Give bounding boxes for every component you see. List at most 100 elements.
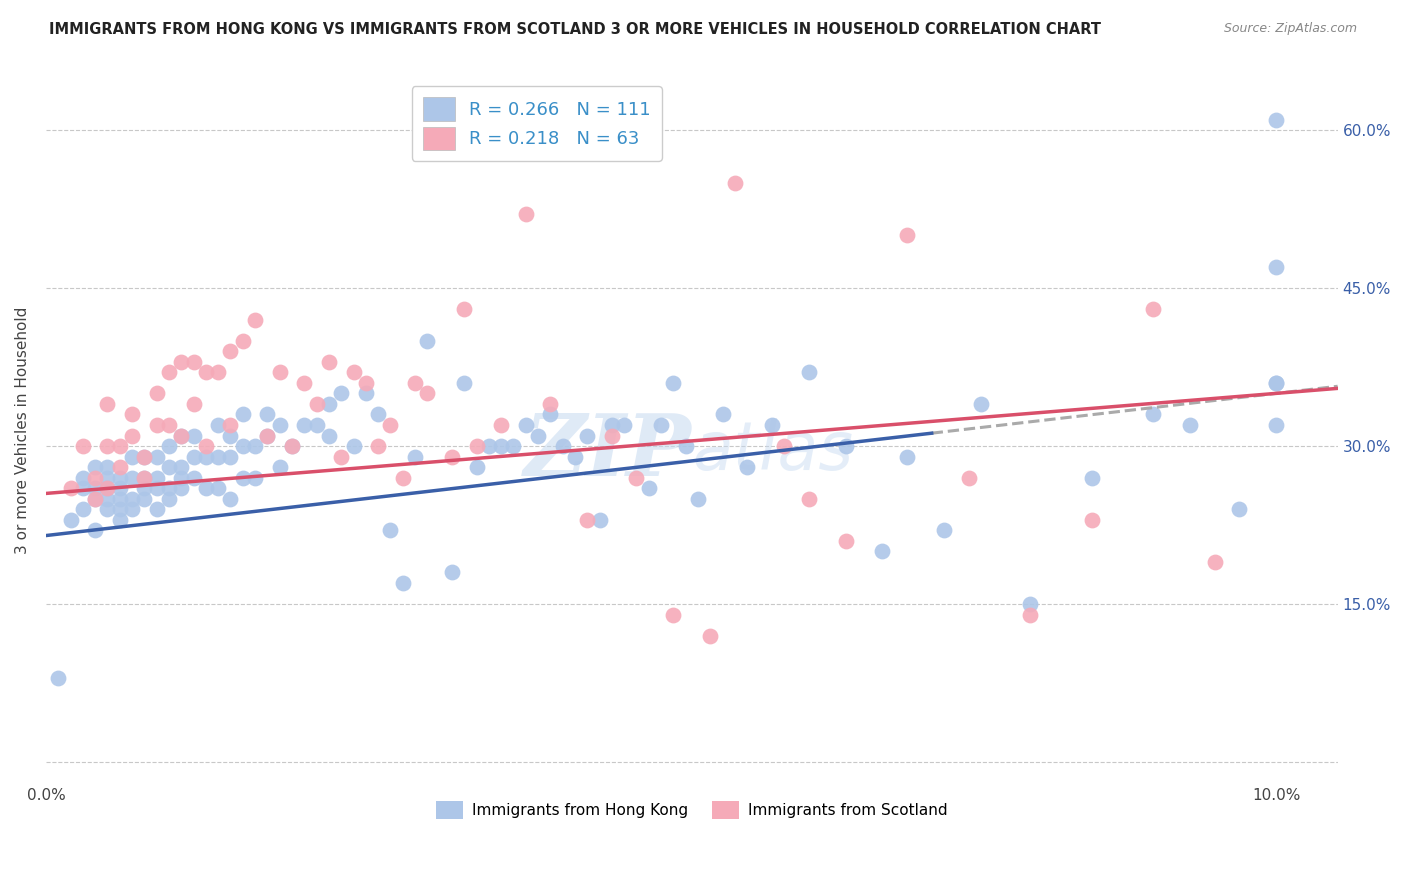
Point xyxy=(96,439,118,453)
Point xyxy=(896,228,918,243)
Point xyxy=(391,576,413,591)
Point xyxy=(108,491,131,506)
Point xyxy=(269,365,291,379)
Point xyxy=(207,450,229,464)
Point xyxy=(305,397,328,411)
Point xyxy=(145,450,167,464)
Point xyxy=(170,428,193,442)
Point xyxy=(108,470,131,484)
Point xyxy=(515,417,537,432)
Point xyxy=(219,491,242,506)
Point xyxy=(170,355,193,369)
Point xyxy=(478,439,501,453)
Point xyxy=(761,417,783,432)
Y-axis label: 3 or more Vehicles in Household: 3 or more Vehicles in Household xyxy=(15,307,30,554)
Point xyxy=(134,470,156,484)
Point xyxy=(72,502,94,516)
Point xyxy=(194,450,217,464)
Point xyxy=(269,417,291,432)
Point xyxy=(232,439,254,453)
Point xyxy=(183,450,205,464)
Point xyxy=(292,376,315,390)
Point xyxy=(281,439,304,453)
Point xyxy=(121,408,143,422)
Point xyxy=(797,365,820,379)
Point xyxy=(134,491,156,506)
Point xyxy=(637,481,659,495)
Point xyxy=(134,470,156,484)
Point xyxy=(797,491,820,506)
Point xyxy=(96,502,118,516)
Point xyxy=(232,470,254,484)
Point xyxy=(219,417,242,432)
Point xyxy=(84,491,107,506)
Point xyxy=(1204,555,1226,569)
Point xyxy=(342,439,364,453)
Point xyxy=(84,460,107,475)
Point xyxy=(834,439,856,453)
Point xyxy=(380,523,402,537)
Point xyxy=(183,470,205,484)
Point xyxy=(515,207,537,221)
Point xyxy=(354,376,377,390)
Point xyxy=(318,397,340,411)
Point xyxy=(453,376,475,390)
Point xyxy=(256,428,278,442)
Point xyxy=(145,470,167,484)
Point xyxy=(108,481,131,495)
Point xyxy=(59,481,82,495)
Point xyxy=(440,450,463,464)
Point xyxy=(600,428,623,442)
Point xyxy=(318,428,340,442)
Text: IMMIGRANTS FROM HONG KONG VS IMMIGRANTS FROM SCOTLAND 3 OR MORE VEHICLES IN HOUS: IMMIGRANTS FROM HONG KONG VS IMMIGRANTS … xyxy=(49,22,1101,37)
Point xyxy=(121,502,143,516)
Point xyxy=(72,470,94,484)
Point xyxy=(84,491,107,506)
Point xyxy=(416,386,439,401)
Point xyxy=(157,417,180,432)
Point xyxy=(600,417,623,432)
Point xyxy=(183,355,205,369)
Point xyxy=(292,417,315,432)
Point xyxy=(686,491,709,506)
Point xyxy=(538,408,561,422)
Point xyxy=(194,365,217,379)
Point xyxy=(1265,112,1288,127)
Point xyxy=(59,513,82,527)
Point xyxy=(207,481,229,495)
Point xyxy=(527,428,550,442)
Point xyxy=(440,566,463,580)
Point xyxy=(219,450,242,464)
Point xyxy=(502,439,524,453)
Point xyxy=(121,491,143,506)
Point xyxy=(243,312,266,326)
Point xyxy=(157,481,180,495)
Point xyxy=(489,439,512,453)
Point xyxy=(872,544,894,558)
Point xyxy=(96,491,118,506)
Point xyxy=(108,439,131,453)
Point xyxy=(662,607,685,622)
Point xyxy=(219,344,242,359)
Point xyxy=(538,397,561,411)
Point xyxy=(626,470,648,484)
Point xyxy=(330,386,353,401)
Point xyxy=(170,470,193,484)
Point xyxy=(932,523,955,537)
Point xyxy=(96,481,118,495)
Point xyxy=(145,502,167,516)
Point xyxy=(1080,470,1102,484)
Point xyxy=(256,408,278,422)
Point xyxy=(96,460,118,475)
Point xyxy=(834,533,856,548)
Point xyxy=(551,439,574,453)
Point xyxy=(1019,607,1042,622)
Point xyxy=(564,450,586,464)
Point xyxy=(96,481,118,495)
Point xyxy=(1142,408,1164,422)
Point xyxy=(96,397,118,411)
Point xyxy=(1265,417,1288,432)
Point xyxy=(465,439,488,453)
Point xyxy=(207,417,229,432)
Point xyxy=(342,365,364,379)
